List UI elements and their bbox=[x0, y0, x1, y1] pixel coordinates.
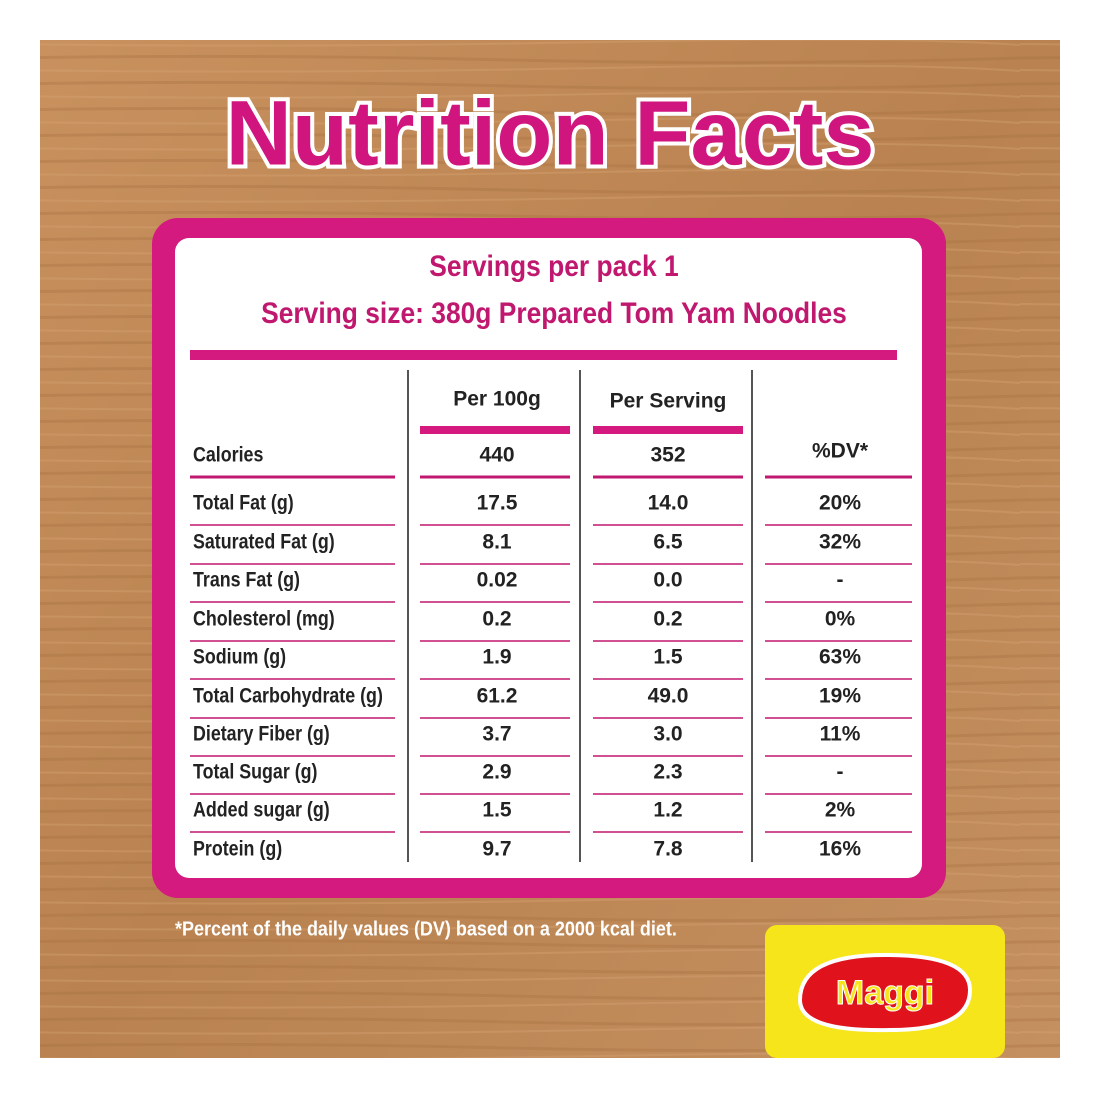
servings: Servings per pack 1 bbox=[429, 248, 678, 282]
cell: 2% bbox=[825, 799, 856, 822]
row-label: Cholesterol (mg) bbox=[193, 607, 335, 631]
cell: 17.5 bbox=[477, 492, 518, 515]
header-bar bbox=[420, 426, 570, 434]
cell: 1.5 bbox=[482, 799, 512, 822]
cell: 0.2 bbox=[653, 608, 682, 631]
row-label: Protein (g) bbox=[193, 837, 282, 861]
row-label: Saturated Fat (g) bbox=[193, 530, 335, 554]
cell: 2.9 bbox=[482, 761, 511, 784]
cell: - bbox=[837, 761, 844, 784]
cell: 7.8 bbox=[653, 838, 683, 861]
footnote: *Percent of the daily values (DV) based … bbox=[175, 918, 677, 940]
cell: 11% bbox=[820, 723, 861, 746]
row-label: Dietary Fiber (g) bbox=[193, 722, 330, 746]
row-label: Total Carbohydrate (g) bbox=[193, 684, 383, 708]
cell: 61.2 bbox=[477, 685, 518, 708]
row-label: Trans Fat (g) bbox=[193, 568, 300, 592]
cell: 352 bbox=[650, 444, 685, 467]
cell: 9.7 bbox=[482, 838, 511, 861]
cell: 1.9 bbox=[482, 646, 511, 669]
column-header: Per 100g bbox=[453, 388, 541, 411]
title: Nutrition Facts bbox=[225, 82, 874, 184]
cell: 63% bbox=[819, 646, 861, 669]
cell: 16% bbox=[819, 838, 861, 861]
cell: - bbox=[837, 569, 844, 592]
cell: 14.0 bbox=[648, 492, 689, 515]
column-header: %DV* bbox=[812, 440, 869, 463]
cell: 0.02 bbox=[477, 569, 518, 592]
header-bar bbox=[593, 426, 743, 434]
row-label: Added sugar (g) bbox=[193, 798, 330, 822]
cell: 2.3 bbox=[653, 761, 682, 784]
row-label: Total Fat (g) bbox=[193, 491, 294, 515]
cell: 6.5 bbox=[653, 531, 683, 554]
table: Per 100g Per Serving %DV* Calories 440 352 Tot… bbox=[190, 388, 912, 861]
cell: 3.0 bbox=[653, 723, 682, 746]
cell: 1.5 bbox=[653, 646, 683, 669]
cell: 49.0 bbox=[648, 685, 689, 708]
cell: 0% bbox=[825, 608, 856, 631]
row-label: Total Sugar (g) bbox=[193, 760, 317, 784]
cell: 20% bbox=[819, 492, 861, 515]
brand: Maggi bbox=[836, 974, 934, 1012]
cell: 8.1 bbox=[482, 531, 512, 554]
cell: 32% bbox=[819, 531, 861, 554]
row-label: Calories bbox=[193, 443, 264, 467]
logo-shape bbox=[797, 952, 973, 1033]
row-label: Sodium (g) bbox=[193, 645, 286, 669]
cell: 19% bbox=[819, 685, 861, 708]
column-header: Per Serving bbox=[610, 390, 727, 413]
cell: 0.0 bbox=[653, 569, 682, 592]
cell: 0.2 bbox=[482, 608, 511, 631]
cell: 1.2 bbox=[653, 799, 682, 822]
divider bbox=[190, 350, 897, 360]
cell: 3.7 bbox=[482, 723, 511, 746]
serving-size: Serving size: 380g Prepared Tom Yam Nood… bbox=[261, 295, 847, 329]
cell: 440 bbox=[479, 444, 514, 467]
